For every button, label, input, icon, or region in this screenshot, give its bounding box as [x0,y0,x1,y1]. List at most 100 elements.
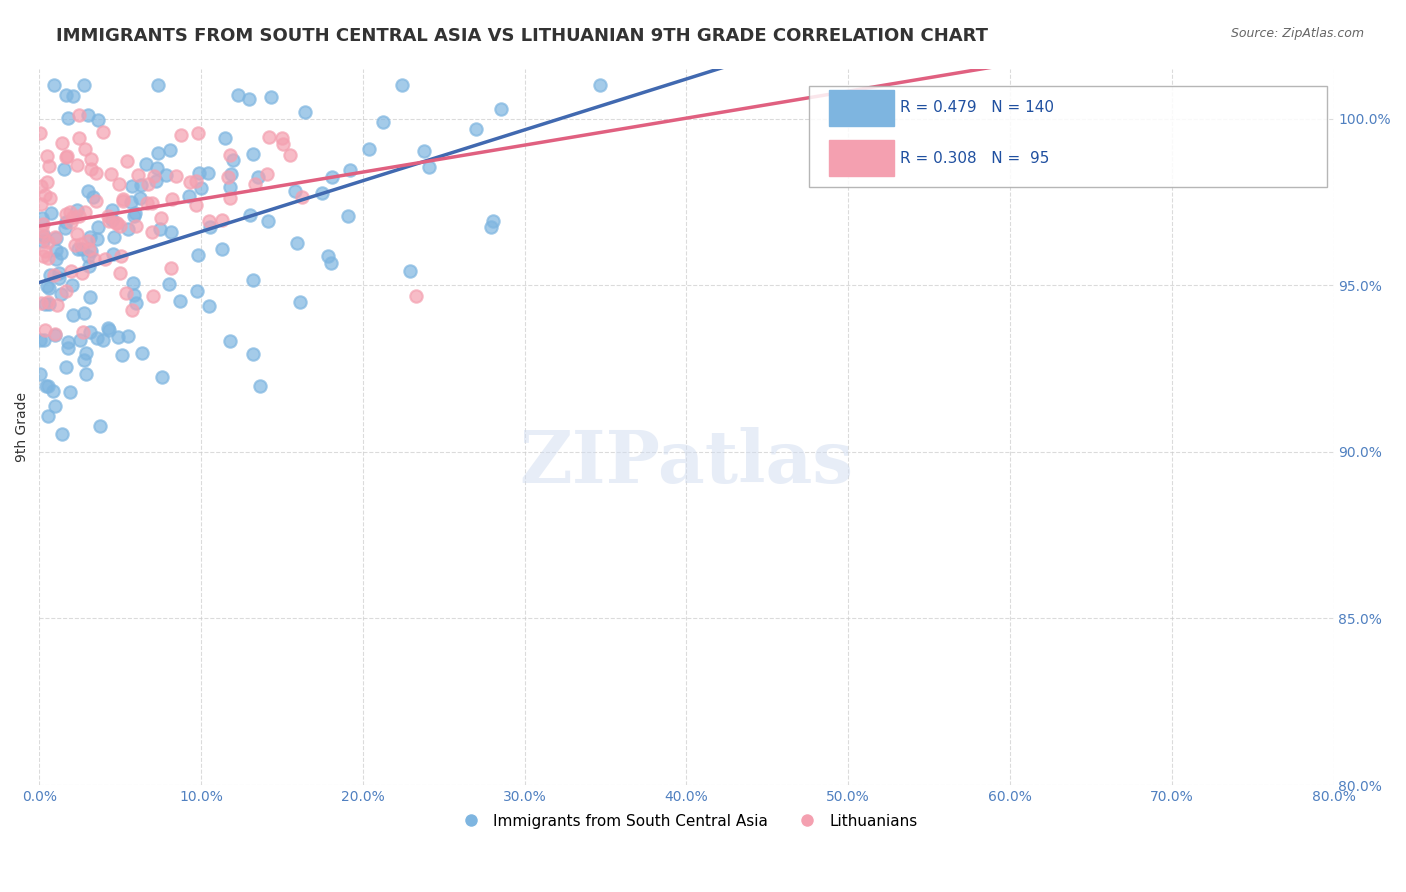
Point [37,409,59,424]
Point [219,167,242,181]
Point [141,195,163,210]
Point [482,214,505,228]
Point [115,153,138,168]
Point [37,251,59,265]
Point [34,297,56,311]
Point [87,113,110,128]
Point [75,346,97,360]
Point [45,231,67,245]
Point [211,242,233,256]
Point [186,126,208,140]
Point [51,287,73,301]
Point [120,195,142,210]
Point [391,78,413,92]
Point [44,230,66,244]
Point [242,273,264,287]
Point [77,259,100,273]
Point [89,419,111,434]
Point [418,160,440,174]
Point [77,184,100,198]
FancyBboxPatch shape [828,140,894,176]
Point [249,378,271,392]
Point [63,237,86,252]
Point [31,234,53,248]
Point [30,126,52,140]
Point [125,219,148,233]
FancyBboxPatch shape [810,87,1327,186]
Point [73,78,96,92]
Point [146,161,169,176]
Point [162,192,184,206]
Point [405,288,427,302]
Point [86,232,108,246]
Point [117,329,139,343]
Point [31,218,53,232]
Point [44,78,66,92]
Point [34,323,56,337]
Point [336,209,359,223]
Point [91,333,114,347]
Point [86,166,108,180]
Point [62,89,84,103]
Point [97,321,120,335]
Point [45,252,67,266]
Point [59,205,82,219]
Point [76,234,98,248]
Point [155,168,177,182]
Point [124,205,146,219]
Point [214,130,236,145]
Point [121,303,143,318]
Point [30,197,52,211]
Point [75,367,97,381]
Point [72,266,94,280]
Point [127,169,149,183]
Point [65,203,87,218]
Point [311,186,333,200]
Point [73,205,96,219]
Point [41,384,63,398]
Point [100,202,122,217]
Point [190,181,212,195]
Point [145,174,167,188]
Point [186,198,208,212]
Point [111,192,134,206]
Point [62,308,84,322]
Point [32,229,55,244]
Point [159,143,181,157]
Point [91,125,114,139]
Text: IMMIGRANTS FROM SOUTH CENTRAL ASIA VS LITHUANIAN 9TH GRADE CORRELATION CHART: IMMIGRANTS FROM SOUTH CENTRAL ASIA VS LI… [56,27,988,45]
Point [271,136,294,151]
Point [55,87,77,102]
Point [149,211,172,225]
Point [80,161,103,176]
Point [238,92,260,106]
Point [111,348,134,362]
Point [141,225,163,239]
Point [285,235,308,250]
Point [219,191,242,205]
Point [31,211,53,226]
Point [105,216,128,230]
Point [371,115,394,129]
Point [413,144,436,158]
Point [589,78,612,92]
Point [160,261,183,276]
Point [59,214,82,228]
Point [66,227,89,242]
Point [30,333,52,347]
Point [179,175,201,189]
Point [157,277,180,292]
Point [76,108,98,122]
Point [197,300,219,314]
Point [77,242,100,256]
Point [316,248,339,262]
Point [55,207,77,221]
FancyBboxPatch shape [828,90,894,126]
Point [219,179,242,194]
Point [128,190,150,204]
Point [67,210,90,224]
Point [44,327,66,342]
Point [86,331,108,345]
Point [38,297,60,311]
Point [129,178,152,192]
